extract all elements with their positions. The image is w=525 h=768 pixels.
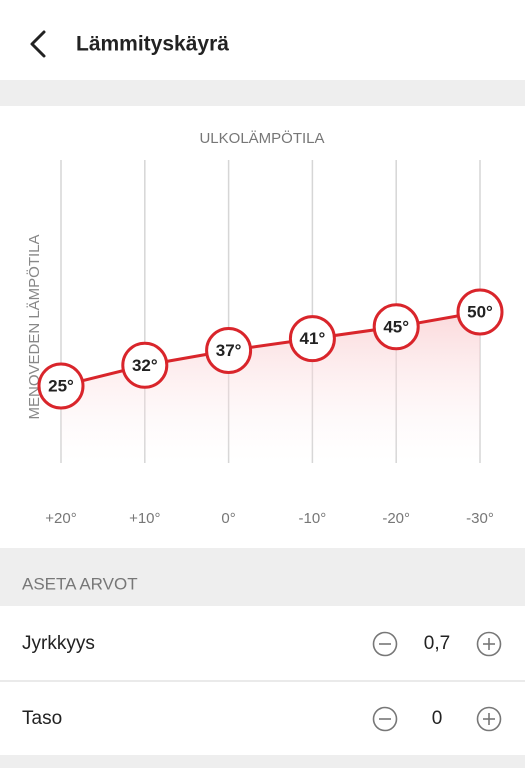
value-label: 32° [132,356,158,375]
y-axis-title: MENOVEDEN LÄMPÖTILA [25,234,43,419]
x-tick-label: -20° [382,510,410,527]
x-tick-label: 0° [221,510,235,527]
footer-band [0,755,525,768]
decrease-button[interactable] [372,631,398,657]
section-header [0,548,525,606]
x-axis-title: ULKOLÄMPÖTILA [199,129,324,147]
section-title: ASETA ARVOT [22,574,138,593]
point [288,315,336,363]
point [372,303,420,351]
header [0,0,525,80]
separator [0,80,525,106]
decrease-icon [372,631,398,657]
value-label: 50° [467,302,493,321]
setting-row [0,681,525,755]
decrease-icon [372,706,398,732]
setting-label: Taso [22,708,62,729]
settings-rows: Jyrkkyys 0,7 Taso 0 [0,606,525,755]
increase-icon [476,706,502,732]
plot: +20° +10° 0° -10° -20° -30° 25° 32° 37° 41° 45° 50° [37,160,504,527]
setting-value: 0,7 [424,633,450,654]
value-label: 25° [48,376,74,395]
increase-button[interactable] [476,706,502,732]
x-tick-label: +20° [45,510,76,527]
back-button[interactable] [30,30,46,58]
point [456,288,504,336]
setting-value: 0 [432,708,443,729]
x-tick-label: +10° [129,510,160,527]
point [37,362,85,410]
x-tick-label: -30° [466,510,494,527]
increase-icon [476,631,502,657]
setting-row [0,606,525,680]
x-tick-label: -10° [299,510,327,527]
increase-button[interactable] [476,631,502,657]
area [61,312,480,463]
decrease-button[interactable] [372,706,398,732]
point [121,341,169,389]
setting-label: Jyrkkyys [22,633,95,654]
point [205,326,253,374]
value-label: 45° [383,317,409,336]
value-label: 41° [300,329,326,348]
header-title: Lämmityskäyrä [76,33,229,56]
value-label: 37° [216,341,242,360]
